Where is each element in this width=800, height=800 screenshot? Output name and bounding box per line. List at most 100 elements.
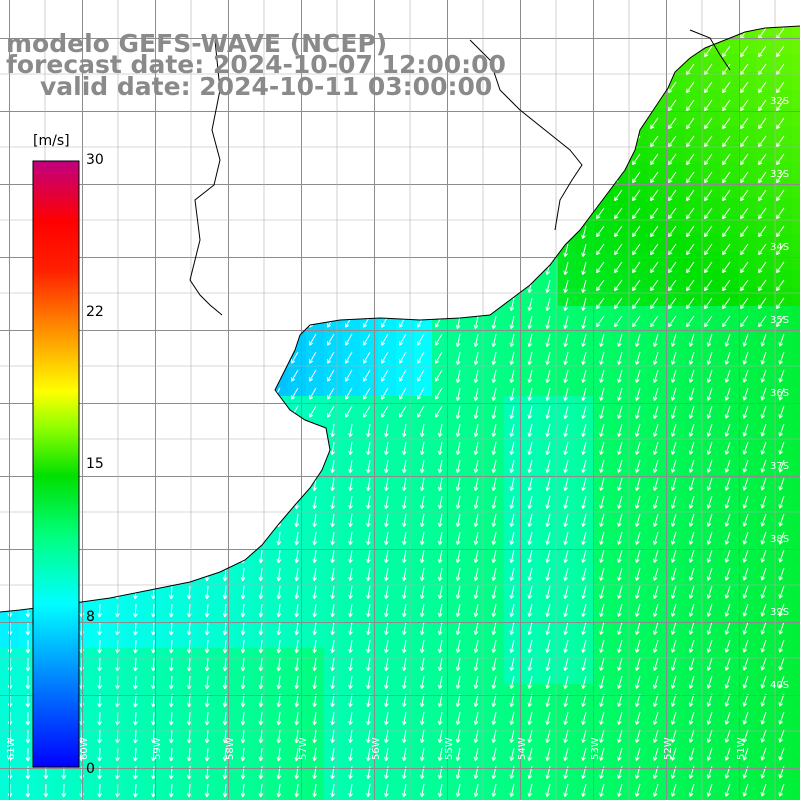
wind-arrow	[760, 585, 767, 599]
wind-cell	[756, 468, 775, 487]
wind-cell	[198, 702, 217, 721]
wind-cell	[648, 450, 667, 469]
wind-cell	[684, 558, 703, 577]
wind-arrow	[294, 693, 300, 708]
wind-cell	[144, 756, 163, 775]
wind-cell	[558, 252, 577, 271]
wind-cell	[18, 720, 37, 739]
wind-arrow	[455, 99, 461, 114]
wind-cell	[324, 288, 343, 307]
wind-arrow	[760, 459, 767, 473]
wind-arrow	[401, 783, 407, 798]
wind-cell	[522, 306, 541, 325]
wind-arrow	[617, 549, 623, 563]
wind-arrow	[97, 477, 102, 492]
wind-arrow	[133, 693, 138, 708]
wind-arrow	[93, 225, 101, 238]
wind-arrow	[473, 225, 479, 240]
wind-arrow	[183, 117, 191, 130]
wind-arrow	[455, 387, 461, 402]
wind-cell	[612, 774, 631, 793]
wind-cell	[756, 198, 775, 217]
wind-arrow	[399, 207, 407, 220]
wind-arrow	[742, 477, 749, 491]
wind-arrow	[706, 333, 713, 347]
wind-arrow	[381, 99, 389, 112]
wind-cell	[450, 450, 469, 469]
wind-arrow	[527, 657, 533, 671]
wind-cell	[648, 108, 667, 127]
wind-arrow	[401, 675, 407, 690]
wind-arrow	[742, 567, 749, 581]
wind-arrow	[384, 783, 389, 798]
wind-arrow	[384, 729, 389, 744]
wind-cell	[396, 234, 415, 253]
wind-arrow	[704, 9, 713, 22]
wind-arrow	[635, 423, 641, 437]
wind-arrow	[596, 171, 605, 184]
wind-cell	[126, 756, 145, 775]
wind-cell	[630, 432, 649, 451]
wind-cell	[792, 720, 800, 739]
wind-arrow	[129, 351, 137, 364]
wind-cell	[180, 396, 199, 415]
wind-cell	[792, 306, 800, 325]
wind-cell	[270, 486, 289, 505]
wind-arrow	[740, 171, 749, 184]
wind-arrow	[204, 657, 210, 672]
wind-arrow	[258, 585, 264, 600]
wind-arrow	[312, 711, 317, 726]
wind-cell	[522, 0, 541, 19]
wind-cell	[126, 180, 145, 199]
wind-arrow	[652, 387, 659, 401]
wind-arrow	[201, 171, 209, 184]
wind-cell	[774, 324, 793, 343]
wind-cell	[252, 306, 271, 325]
wind-cell	[576, 180, 595, 199]
wind-cell	[702, 594, 721, 613]
wind-cell	[180, 522, 199, 541]
wind-arrow	[150, 549, 156, 564]
wind-cell	[684, 324, 703, 343]
wind-cell	[486, 162, 505, 181]
wind-arrow	[545, 279, 551, 293]
wind-cell	[288, 198, 307, 217]
wind-arrow	[201, 315, 209, 328]
wind-cell	[108, 216, 127, 235]
wind-cell	[756, 162, 775, 181]
wind-cell	[252, 756, 271, 775]
wind-cell	[342, 216, 361, 235]
wind-cell	[288, 378, 307, 397]
wind-arrow	[384, 747, 389, 762]
wind-arrow	[258, 549, 264, 564]
wind-arrow	[686, 243, 695, 256]
wind-cell	[252, 594, 271, 613]
wind-cell	[504, 252, 523, 271]
wind-cell	[378, 720, 397, 739]
wind-cell	[90, 252, 109, 271]
wind-arrow	[237, 279, 245, 292]
wind-cell	[684, 666, 703, 685]
wind-arrow	[330, 549, 335, 564]
wind-arrow	[670, 693, 677, 707]
wind-cell	[594, 342, 613, 361]
wind-arrow	[491, 189, 497, 204]
wind-cell	[504, 414, 523, 433]
wind-arrow	[688, 459, 695, 473]
wind-cell	[414, 432, 433, 451]
wind-cell	[450, 684, 469, 703]
wind-arrow	[740, 189, 749, 202]
wind-arrow	[563, 315, 569, 329]
wind-arrow	[204, 639, 210, 654]
wind-cell	[594, 738, 613, 757]
wind-cell	[792, 90, 800, 109]
wind-arrow	[111, 333, 119, 346]
wind-arrow	[237, 297, 245, 310]
wind-arrow	[596, 45, 605, 58]
wind-arrow	[363, 99, 371, 112]
wind-cell	[594, 792, 613, 800]
wind-cell	[342, 252, 361, 271]
wind-cell	[576, 90, 595, 109]
wind-arrow	[363, 333, 371, 346]
wind-arrow	[758, 279, 767, 292]
